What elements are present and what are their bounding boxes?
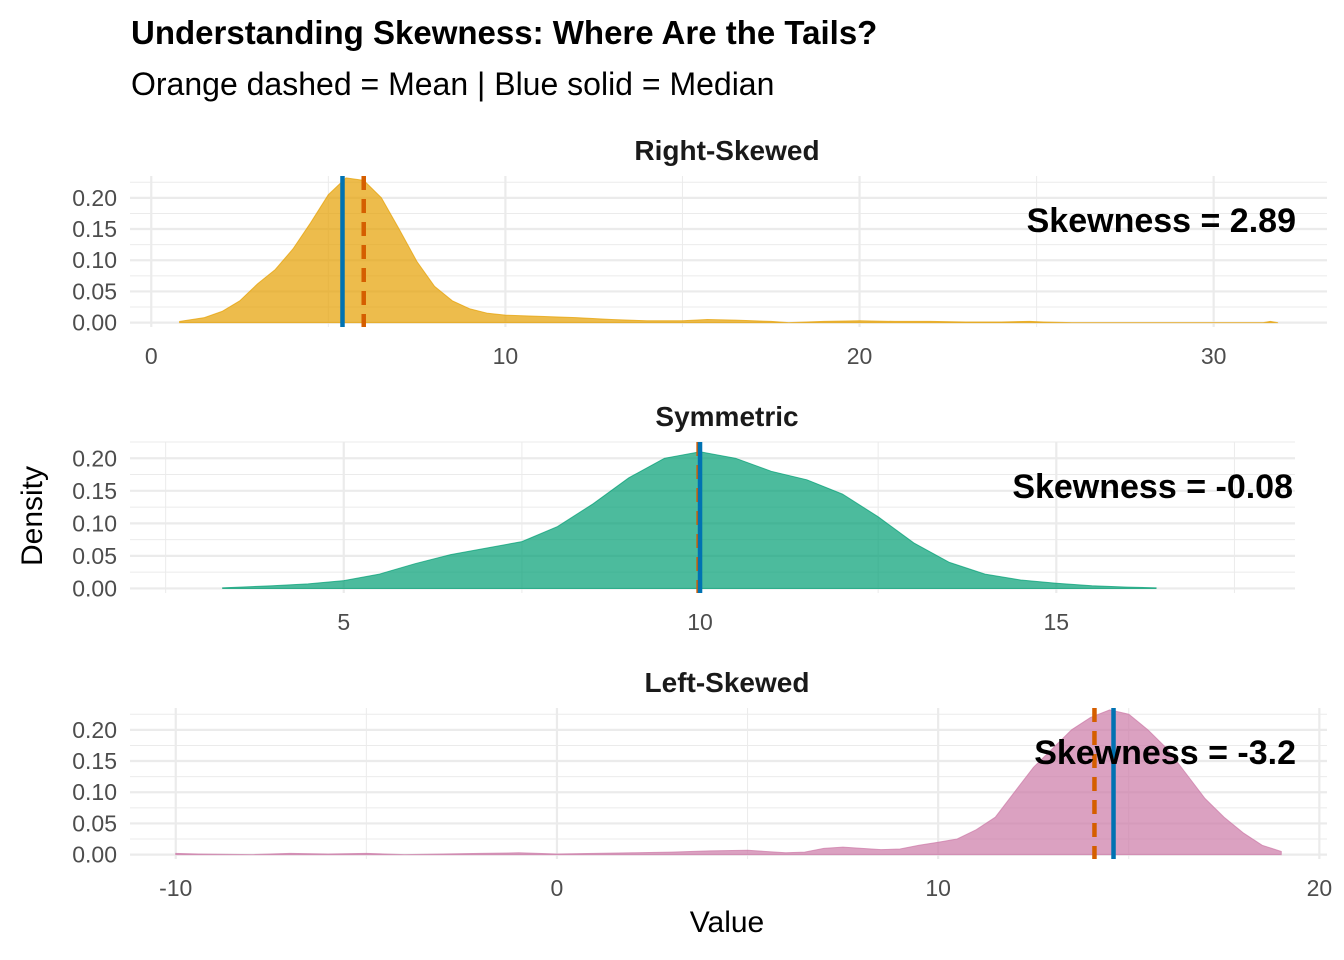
y-tick-label: 0.20 <box>72 445 117 471</box>
density-area <box>179 177 1279 324</box>
y-tick-label: 0.00 <box>72 575 117 601</box>
skewness-annotation: Skewness = -0.08 <box>1012 468 1293 506</box>
y-tick-label: 0.15 <box>72 478 117 504</box>
y-tick-label: 0.00 <box>72 842 117 868</box>
x-tick-label: 15 <box>1044 609 1070 635</box>
x-tick-label: 30 <box>1201 343 1227 369</box>
facet-panel-2: Symmetric 0.00 0.05 0.10 0.15 0.20 5 10 15 Skewne… <box>72 401 1295 635</box>
y-tick-label: 0.15 <box>72 216 117 242</box>
y-tick-label: 0.20 <box>72 185 117 211</box>
density-area <box>175 709 1282 856</box>
facet-panel-1: Right-Skewed 0.00 0.05 0.10 0.15 0.20 0 10 20 30 S… <box>72 135 1327 369</box>
y-tick-label: 0.10 <box>72 247 117 273</box>
y-tick-label: 0.20 <box>72 717 117 743</box>
x-tick-label: 10 <box>687 609 713 635</box>
x-tick-label: 20 <box>847 343 873 369</box>
y-tick-label: 0.15 <box>72 748 117 774</box>
x-axis-label: Value <box>689 906 765 939</box>
x-tick-label: 0 <box>551 875 564 901</box>
facet-strip-title: Right-Skewed <box>634 135 819 166</box>
x-tick-label: 20 <box>1307 875 1333 901</box>
chart-subtitle: Orange dashed = Mean | Blue solid = Medi… <box>131 66 775 102</box>
facet-panel-3: Left-Skewed 0.00 0.05 0.10 0.15 0.20 -10 0 10 20 S… <box>72 667 1332 901</box>
y-tick-label: 0.05 <box>72 810 117 836</box>
y-tick-label: 0.05 <box>72 278 117 304</box>
facet-strip-title: Symmetric <box>655 401 798 432</box>
x-tick-label: -10 <box>159 875 192 901</box>
x-tick-label: 0 <box>145 343 158 369</box>
y-tick-label: 0.00 <box>72 310 117 336</box>
skewness-annotation: Skewness = 2.89 <box>1027 202 1296 240</box>
density-area <box>222 451 1157 589</box>
skewness-annotation: Skewness = -3.2 <box>1034 734 1296 772</box>
chart-title: Understanding Skewness: Where Are the Ta… <box>131 14 878 51</box>
x-tick-label: 5 <box>337 609 350 635</box>
facet-strip-title: Left-Skewed <box>645 667 810 698</box>
x-tick-label: 10 <box>925 875 951 901</box>
y-tick-label: 0.10 <box>72 779 117 805</box>
y-tick-label: 0.10 <box>72 510 117 536</box>
x-tick-label: 10 <box>493 343 519 369</box>
y-tick-label: 0.05 <box>72 543 117 569</box>
